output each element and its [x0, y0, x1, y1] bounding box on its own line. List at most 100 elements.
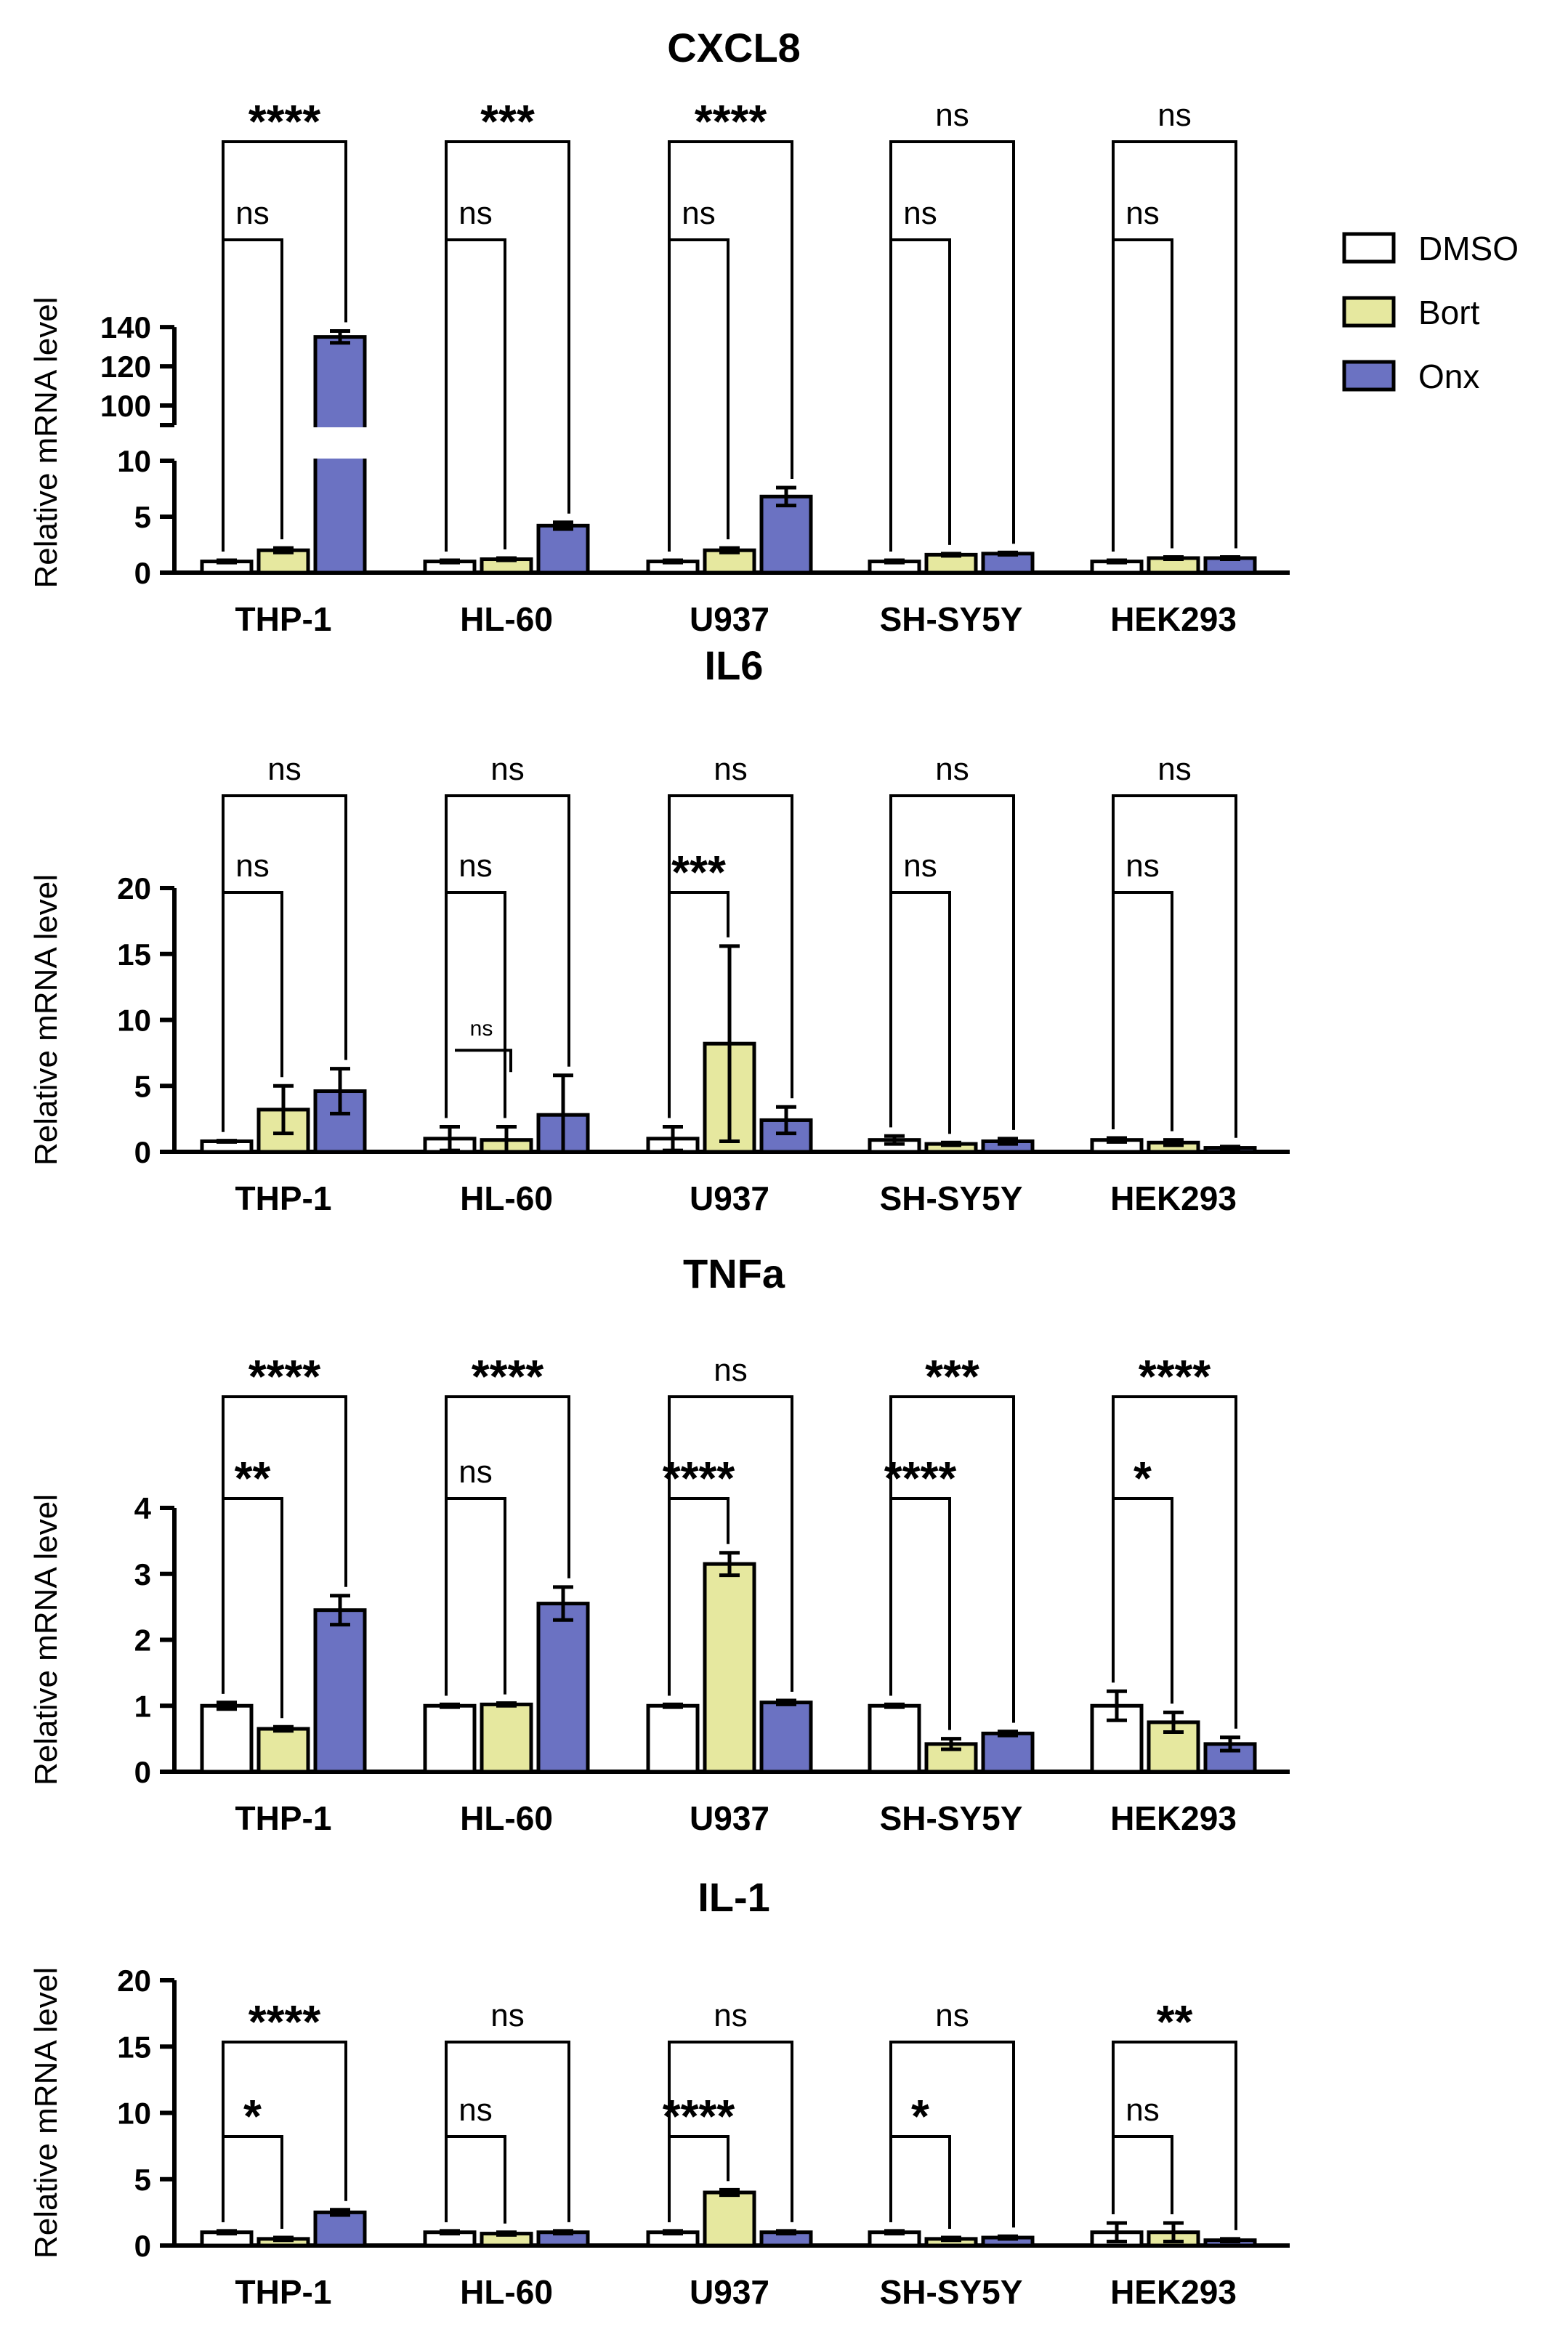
x-tick-label: SH-SY5Y [880, 2273, 1023, 2311]
significance-onx: **** [695, 95, 767, 148]
bracket-dmso-bort [1112, 238, 1173, 552]
significance-bort: ns [235, 848, 269, 884]
x-tick-label: U937 [690, 600, 769, 638]
y-tick-label: 1 [134, 1689, 151, 1723]
significance-bort: ns [682, 195, 715, 231]
x-tick-label: HL-60 [460, 2273, 553, 2311]
bar-onx [759, 1700, 813, 1774]
chart-title: IL-1 [698, 1874, 770, 1920]
significance-bort: ns [903, 195, 937, 231]
significance-onx: *** [925, 1350, 979, 1403]
bracket-dmso-onx [222, 1395, 347, 1694]
bracket-dmso-onx [445, 1395, 570, 1696]
significance-onx: ns [490, 751, 524, 787]
significance-bort: * [1133, 1452, 1152, 1504]
bracket-dmso-onx [889, 2041, 1015, 2228]
bracket-dmso-bort [1112, 1497, 1173, 1704]
bracket-dmso-onx [445, 2041, 570, 2222]
bar-bort [924, 552, 978, 575]
significance-onx: **** [248, 1350, 321, 1403]
significance-onx: ** [1157, 1996, 1193, 2048]
significance-onx: *** [480, 95, 535, 148]
bracket-dmso-bort [445, 891, 506, 1118]
significance-bort: ns [1126, 2092, 1159, 2128]
significance-onx: ns [935, 1998, 969, 2033]
bracket-dmso-bort [222, 1497, 283, 1719]
y-tick-label: 120 [100, 350, 151, 384]
legend-label-bort: Bort [1418, 294, 1480, 331]
y-tick-label: 15 [117, 937, 151, 972]
bracket-dmso-onx [668, 2041, 793, 2222]
bracket-extra [455, 1049, 512, 1073]
x-tick-label: HEK293 [1110, 600, 1237, 638]
bracket-dmso-bort [889, 1497, 951, 1730]
bar-bort [703, 2190, 756, 2248]
significance-bort: **** [663, 1452, 735, 1504]
bracket-dmso-onx [1112, 794, 1237, 1138]
bracket-dmso-bort [1112, 891, 1173, 1131]
bar-bort [480, 1702, 533, 1774]
significance-bort: **** [663, 2090, 735, 2142]
y-tick-label: 10 [117, 444, 151, 478]
bracket-dmso-onx [222, 794, 347, 1132]
significance-bort: ns [1126, 848, 1159, 884]
bracket-dmso-bort [222, 238, 283, 552]
legend-swatch-dmso [1342, 232, 1396, 264]
chart-title: IL6 [705, 642, 764, 688]
significance-bort: ns [235, 195, 269, 231]
x-tick-label: HL-60 [460, 600, 553, 638]
significance-onx: ns [490, 1998, 524, 2033]
y-tick-label: 20 [117, 1964, 151, 1998]
x-tick-label: HL-60 [460, 1799, 553, 1837]
bracket-dmso-onx [668, 794, 793, 1118]
bar-onx [981, 1731, 1035, 1774]
bracket-dmso-onx [889, 794, 1015, 1130]
x-tick-label: THP-1 [235, 1799, 332, 1837]
significance-onx: **** [248, 95, 321, 148]
significance-onx: ns [1157, 97, 1191, 133]
bar-break-gap [312, 427, 368, 459]
x-tick-label: SH-SY5Y [880, 600, 1023, 638]
bracket-dmso-onx [889, 140, 1015, 552]
significance-bort: ** [235, 1452, 271, 1504]
bracket-dmso-onx [222, 2041, 347, 2222]
bracket-dmso-onx [1112, 140, 1237, 552]
significance-bort: ns [458, 195, 492, 231]
y-tick-label: 140 [100, 310, 151, 344]
bracket-dmso-onx [668, 140, 793, 552]
y-axis-label: Relative mRNA level [28, 1967, 64, 2259]
legend-swatch-bort [1342, 296, 1396, 328]
bar-dmso [646, 1703, 700, 1774]
significance-bort: ns [903, 848, 937, 884]
bar-bort [703, 1562, 756, 1774]
significance-onx: ns [714, 1352, 747, 1388]
legend: DMSO Bort Onx [1342, 230, 1519, 395]
x-tick-label: U937 [690, 1179, 769, 1217]
y-tick-label: 5 [134, 1069, 151, 1103]
bar-dmso [200, 1703, 254, 1774]
panel-cxcl8: CXCL8 Relative mRNA level 0 5 10 100 120 140 THP… [28, 25, 1290, 638]
significance-onx: ns [714, 751, 747, 787]
y-tick-label: 4 [134, 1491, 152, 1525]
significance-onx: **** [248, 1996, 321, 2048]
significance-bort: * [243, 2090, 262, 2142]
x-tick-label: HL-60 [460, 1179, 553, 1217]
x-tick-label: HEK293 [1110, 1179, 1237, 1217]
chart-title: TNFa [683, 1251, 785, 1296]
bracket-dmso-onx [668, 1395, 793, 1696]
x-tick-label: SH-SY5Y [880, 1179, 1023, 1217]
bracket-dmso-bort [668, 238, 730, 552]
y-tick-label: 3 [134, 1557, 151, 1591]
significance-onx: ns [714, 1998, 747, 2033]
x-tick-label: U937 [690, 2273, 769, 2311]
bracket-dmso-onx [1112, 2041, 1237, 2230]
bracket-dmso-bort [445, 2135, 506, 2224]
bracket-dmso-onx [445, 794, 570, 1118]
bracket-dmso-bort [222, 891, 283, 1132]
significance-bort: **** [884, 1452, 957, 1504]
y-tick-label: 10 [117, 2097, 151, 2131]
bar-dmso [423, 1703, 477, 1774]
